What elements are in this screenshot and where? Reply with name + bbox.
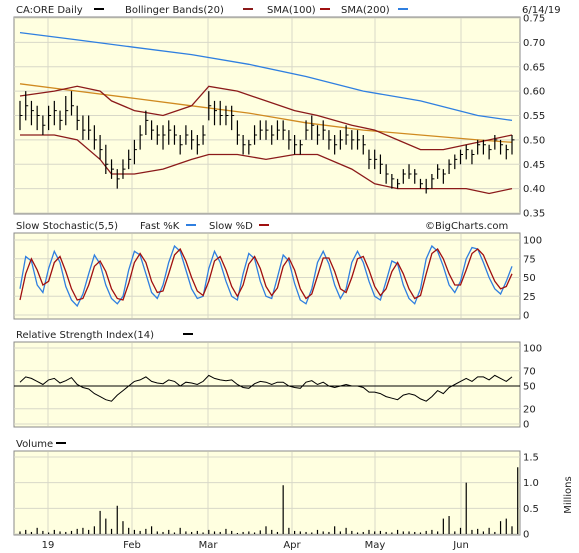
sma200-line	[19, 31, 513, 122]
legend-bollinger-swatch	[243, 8, 253, 10]
price-tick-label: 0.60	[523, 87, 545, 98]
volume-header: Volume	[16, 439, 66, 450]
stochastic-header: Slow Stochastic(5,5) Fast %K Slow %D	[16, 221, 269, 232]
price-tick-label: 0.45	[523, 160, 545, 171]
rsi-axis-ticks: 0 20 50 70 100	[523, 344, 542, 431]
volume-tick-label: 1.5	[523, 453, 539, 464]
volume-tick-label: 0.5	[523, 504, 539, 515]
legend-sma200-swatch	[398, 8, 408, 10]
price-ohlc-bars	[19, 91, 515, 194]
price-panel: 0.35 0.40 0.45 0.50 0.55 0.60 0.65 0.70 0.75 CA:…	[13, 5, 561, 232]
stochastic-tick-label: 25	[523, 292, 536, 303]
price-tick-label: 0.65	[523, 62, 545, 73]
rsi-plot-area	[13, 341, 521, 428]
chart-date: 6/14/19	[522, 5, 561, 16]
x-axis-labels: 19 Feb Mar Apr May Jun	[42, 540, 469, 551]
volume-plot-area	[13, 450, 521, 536]
legend-sma100-label: SMA(100)	[267, 5, 316, 16]
legend-fastk-label: Fast %K	[140, 221, 180, 232]
rsi-tick-label: 20	[523, 404, 536, 415]
sma100-line	[19, 83, 513, 143]
symbol-legend-swatch	[94, 8, 104, 10]
x-axis-label: Apr	[283, 540, 301, 551]
stochastic-tick-label: 50	[523, 273, 536, 284]
x-axis-label: Feb	[123, 540, 141, 551]
price-tick-label: 0.50	[523, 135, 545, 146]
volume-axis-ticks: 0 0.5 1.0 1.5	[523, 453, 539, 541]
price-tick-label: 0.40	[523, 184, 545, 195]
x-axis-label: Mar	[199, 540, 219, 551]
rsi-panel: 0 20 50 70 100 Relative Strength Index(14)	[13, 330, 542, 431]
rsi-line	[19, 374, 513, 402]
stochastic-tick-label: 0	[523, 311, 529, 322]
legend-slowd-label: Slow %D	[209, 221, 253, 232]
price-tick-label: 0.35	[523, 209, 545, 220]
rsi-tick-label: 100	[523, 344, 542, 355]
legend-fastk-swatch	[186, 224, 196, 226]
stochastic-title: Slow Stochastic(5,5)	[16, 221, 118, 232]
volume-grid	[14, 452, 520, 535]
rsi-title: Relative Strength Index(14)	[16, 330, 154, 341]
stochastic-tick-label: 75	[523, 254, 536, 265]
rsi-legend-swatch	[183, 333, 193, 335]
price-tick-label: 0.70	[523, 38, 545, 49]
volume-tick-label: 1.0	[523, 478, 539, 489]
volume-panel: 0 0.5 1.0 1.5 Volume Millions	[13, 439, 574, 541]
price-tick-label: 0.75	[523, 14, 545, 25]
price-grid	[14, 17, 520, 214]
legend-sma100-swatch	[320, 8, 330, 10]
stochastic-plot-area	[13, 232, 521, 320]
volume-unit-label: Millions	[563, 476, 574, 513]
volume-bars	[19, 467, 519, 534]
stochastic-tick-label: 100	[523, 236, 542, 247]
slow-d-line	[19, 247, 513, 301]
x-axis-label: 19	[42, 540, 55, 551]
rsi-tick-label: 50	[523, 382, 536, 393]
price-tick-label: 0.55	[523, 111, 545, 122]
legend-bollinger-label: Bollinger Bands(20)	[125, 5, 224, 16]
volume-title: Volume	[16, 439, 53, 450]
x-axis-label: May	[365, 540, 386, 551]
price-indicator-lines	[19, 31, 513, 195]
bollinger-band-line	[20, 134, 513, 195]
symbol-label: CA:ORE Daily	[16, 5, 83, 16]
stochastic-axis-ticks: 0 25 50 75 100	[523, 236, 542, 322]
legend-sma200-label: SMA(200)	[341, 5, 390, 16]
rsi-header: Relative Strength Index(14)	[16, 330, 193, 341]
stochastic-panel: 0 25 50 75 100 Slow Stochastic(5,5) Fast %K …	[13, 221, 542, 322]
price-header: CA:ORE Daily Bollinger Bands(20) SMA(100…	[16, 5, 561, 16]
rsi-tick-label: 70	[523, 366, 536, 377]
watermark: ©BigCharts.com	[425, 221, 508, 232]
price-axis-ticks: 0.35 0.40 0.45 0.50 0.55 0.60 0.65 0.70 0.75	[523, 14, 545, 220]
x-axis-label: Jun	[452, 540, 469, 551]
rsi-line	[14, 374, 520, 402]
rsi-tick-label: 0	[523, 420, 529, 431]
legend-slowd-swatch	[259, 224, 269, 226]
volume-legend-swatch	[56, 442, 66, 444]
volume-tick-label: 0	[523, 530, 529, 541]
stochastic-lines	[19, 244, 513, 308]
fast-k-line	[19, 244, 513, 308]
bollinger-band-line	[19, 85, 513, 151]
